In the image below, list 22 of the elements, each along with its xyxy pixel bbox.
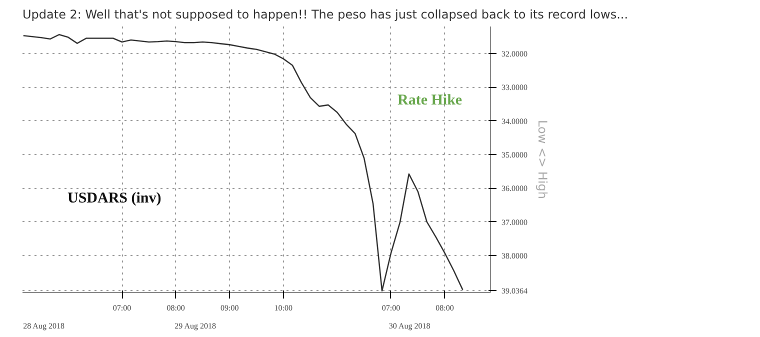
y-tick-label: 34.0000 xyxy=(502,116,528,126)
y-tick-label: 37.0000 xyxy=(502,218,528,227)
x-tick-label: 08:00 xyxy=(166,304,185,312)
x-tick-label: 09:00 xyxy=(220,304,239,312)
y-tick-label: 36.0000 xyxy=(502,184,528,194)
line-series xyxy=(22,34,464,292)
y-axis-title: Low <> High xyxy=(536,120,550,199)
text: 29 Aug 2018 xyxy=(174,322,216,330)
y-tick-label: 38.0000 xyxy=(502,251,528,260)
x-tick-label: 10:00 xyxy=(274,304,293,312)
annotation: Rate Hike xyxy=(398,92,462,108)
chart-title: Update 2: Well that's not supposed to happen!! The peso has just collapsed back to its record lows... xyxy=(22,8,628,22)
x-tick-label: 08:00 xyxy=(436,304,454,312)
annotation: USDARS (inv) xyxy=(68,190,162,206)
y-tick-label: 32.0000 xyxy=(502,49,528,58)
y-tick-label: 39.0364 xyxy=(502,286,528,296)
text: 30 Aug 2018 xyxy=(388,322,430,330)
y-tick-label: 35.0000 xyxy=(502,150,528,160)
x-tick-label: 07:00 xyxy=(112,304,132,312)
y-tick-label: 33.0000 xyxy=(502,83,528,92)
text: 28 Aug 2018 xyxy=(23,322,64,330)
x-tick-label: 07:00 xyxy=(382,304,400,312)
